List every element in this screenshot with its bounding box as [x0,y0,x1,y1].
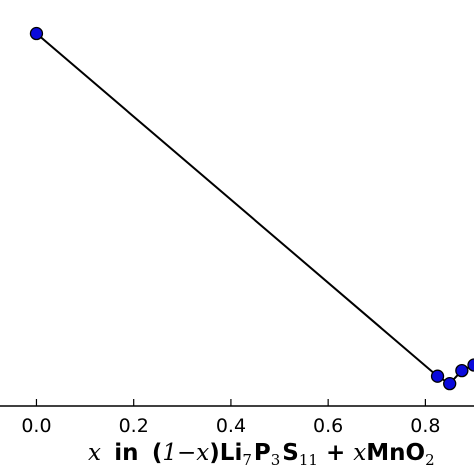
xlabel-one-minus: 1− [162,440,196,466]
xlabel-var-3: x [353,440,366,466]
xlabel-in: in [114,440,138,466]
data-markers [29,26,474,391]
xlabel-mno: MnO [366,440,425,466]
data-point [467,358,474,372]
x-tick-label: 0.4 [216,415,246,437]
x-tick-label: 0.0 [21,415,51,437]
xlabel-var-2: x [196,440,209,466]
xlabel-close: ) [209,440,220,466]
xlabel-p-sub: 3 [271,451,281,469]
xlabel-mno-sub: 2 [425,451,435,469]
x-ticks: 0.0 0.2 0.4 0.6 0.8 [21,399,440,437]
xlabel-li-sub: 7 [242,451,252,469]
x-tick-label: 0.6 [313,415,343,437]
xlabel-plus: + [326,440,345,466]
xlabel-s-sub: 11 [299,451,318,469]
x-axis-label: x in (1−x)Li7P3S11 + xMnO2 [88,440,435,469]
xlabel-p: P [254,440,271,466]
xlabel-open: ( [152,440,163,466]
x-tick-label: 0.2 [119,415,149,437]
xlabel-var: x [88,440,101,466]
xlabel-s: S [282,440,299,466]
series-line [35,32,474,385]
data-point [455,363,469,378]
data-point [443,377,457,391]
x-tick-label: 0.8 [410,415,440,437]
data-point [29,26,44,41]
series-line-group [35,32,474,385]
data-point [430,369,445,383]
plot-area: 0.0 0.2 0.4 0.6 0.8 [0,26,474,437]
xlabel-li: Li [220,440,243,466]
